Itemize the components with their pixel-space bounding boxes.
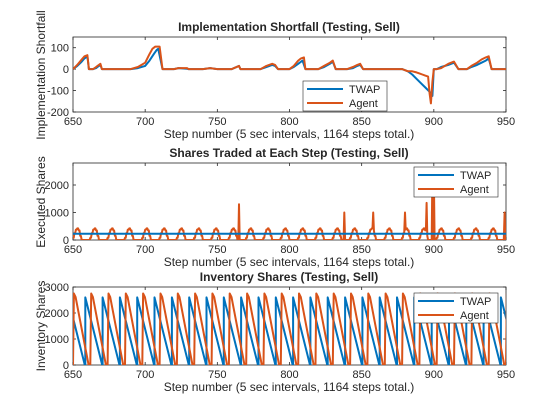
y-axis-label: Executed Shares xyxy=(34,156,48,247)
legend-label-twap: TWAP xyxy=(460,296,491,308)
legend-box xyxy=(413,292,499,324)
y-axis-label: Inventory Shares xyxy=(34,281,48,372)
legend-label-agent: Agent xyxy=(460,310,489,322)
x-tick-label: 850 xyxy=(352,369,370,381)
legend-label-twap: TWAP xyxy=(460,170,491,182)
x-tick-label: 950 xyxy=(497,244,515,256)
legend-label-agent: Agent xyxy=(349,98,378,110)
x-axis-label: Step number (5 sec intervals, 1164 steps… xyxy=(164,127,415,141)
legend-box xyxy=(413,166,499,198)
y-tick-label: -200 xyxy=(47,107,69,119)
y-tick-label: 1000 xyxy=(45,208,69,220)
y-tick-label: 100 xyxy=(51,43,69,55)
y-tick-label: 2000 xyxy=(45,180,69,192)
legend: TWAP Agent xyxy=(413,166,499,198)
y-axis-label: Implementation Shortfall xyxy=(34,10,48,139)
panel-title: Shares Traded at Each Step (Testing, Sel… xyxy=(169,146,408,160)
x-tick-label: 950 xyxy=(497,369,515,381)
x-tick-label: 800 xyxy=(280,244,298,256)
x-tick-label: 700 xyxy=(136,369,154,381)
x-tick-label: 750 xyxy=(208,369,226,381)
x-tick-label: 700 xyxy=(136,116,154,128)
x-tick-label: 650 xyxy=(64,369,82,381)
panel-title: Implementation Shortfall (Testing, Sell) xyxy=(178,20,400,34)
x-tick-label: 750 xyxy=(208,244,226,256)
axes-frame xyxy=(72,36,507,113)
x-tick-label: 650 xyxy=(64,244,82,256)
x-tick-label: 650 xyxy=(64,116,82,128)
x-tick-label: 750 xyxy=(208,116,226,128)
x-axis-label: Step number (5 sec intervals, 1164 steps… xyxy=(164,380,415,394)
legend: TWAP Agent xyxy=(302,80,388,112)
agent-line xyxy=(73,45,506,105)
y-tick-label: -100 xyxy=(47,86,69,98)
shortfall-panel: Implementation Shortfall (Testing, Sell)… xyxy=(34,10,515,141)
x-tick-label: 800 xyxy=(280,369,298,381)
y-tick-label: 0 xyxy=(63,235,69,247)
x-axis-label: Step number (5 sec intervals, 1164 steps… xyxy=(164,255,415,269)
y-tick-label: 2000 xyxy=(45,308,69,320)
x-tick-label: 950 xyxy=(497,116,515,128)
y-tick-label: 0 xyxy=(63,360,69,372)
inventory-panel: Inventory Shares (Testing, Sell) Step nu… xyxy=(34,270,515,394)
legend-label-twap: TWAP xyxy=(349,84,380,96)
x-tick-label: 900 xyxy=(425,369,443,381)
x-tick-label: 800 xyxy=(280,116,298,128)
legend-label-agent: Agent xyxy=(460,184,489,196)
shares-traded-panel: Shares Traded at Each Step (Testing, Sel… xyxy=(34,146,515,269)
x-tick-label: 900 xyxy=(425,116,443,128)
y-tick-label: 0 xyxy=(63,64,69,76)
x-tick-label: 900 xyxy=(425,244,443,256)
y-tick-label: 3000 xyxy=(45,282,69,294)
legend: TWAP Agent xyxy=(413,292,499,324)
panel-title: Inventory Shares (Testing, Sell) xyxy=(200,270,379,284)
x-tick-label: 700 xyxy=(136,244,154,256)
x-tick-label: 850 xyxy=(352,244,370,256)
x-tick-label: 850 xyxy=(352,116,370,128)
plot-area: 650 700 750 800 850 900 950 -200 -100 0 100 xyxy=(47,36,515,128)
legend-box xyxy=(302,80,388,112)
series-group xyxy=(73,45,506,105)
y-tick-label: 1000 xyxy=(45,334,69,346)
